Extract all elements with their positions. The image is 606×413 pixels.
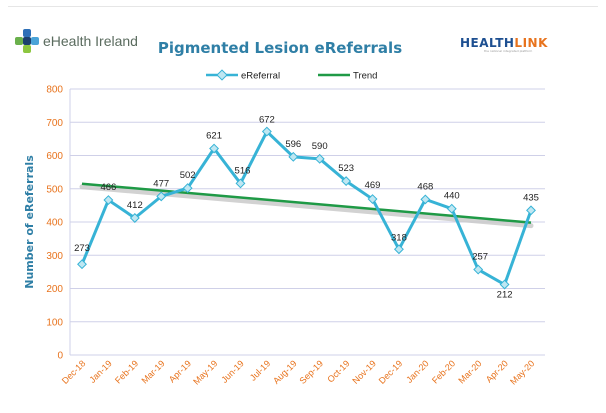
- x-tick-label: May-20: [508, 358, 536, 386]
- data-label-Jul-19: 672: [259, 115, 275, 126]
- y-tick-label: 100: [46, 317, 63, 328]
- y-tick-label: 800: [46, 85, 63, 96]
- data-label-Oct-19: 523: [338, 163, 354, 174]
- x-tick-label: Feb-20: [430, 358, 457, 385]
- x-tick-label: May-19: [191, 358, 219, 386]
- ereferral-line: [80, 130, 533, 287]
- ehealth-logo-text: eHealth Ireland: [43, 33, 138, 49]
- data-label-Dec-18: 273: [74, 243, 90, 254]
- legend-trend-label: Trend: [353, 71, 377, 82]
- x-tick-label: Apr-20: [484, 358, 510, 384]
- x-tick-label: Sep-19: [298, 358, 326, 386]
- data-label-Jan-19: 466: [100, 182, 116, 193]
- ereferral-point-Dec-19: [393, 244, 404, 255]
- healthlink-logo: HEALTHLINK the national integrated platf…: [460, 36, 548, 53]
- ereferral-point-Feb-20: [446, 203, 457, 214]
- x-tick-label: Jan-20: [404, 358, 431, 385]
- data-label-Jun-19: 516: [235, 165, 251, 176]
- data-label-Mar-19: 477: [153, 178, 169, 189]
- gridlines: [69, 88, 545, 356]
- healthlink-tagline: the national integrated platform: [484, 49, 533, 53]
- ereferral-point-Mar-20: [473, 264, 484, 275]
- y-tick-label: 500: [46, 184, 63, 195]
- data-label-Apr-20: 212: [497, 290, 513, 301]
- y-axis-ticks: 0 100 200 300 400 500 600 700 800: [46, 85, 63, 362]
- y-tick-label: 0: [57, 351, 63, 362]
- data-label-Mar-20: 257: [472, 252, 488, 263]
- ereferral-point-Apr-20: [499, 279, 510, 290]
- y-tick-label: 200: [46, 284, 63, 295]
- ereferral-point-Sep-19: [314, 153, 325, 164]
- ereferral-point-Jan-20: [420, 194, 431, 205]
- y-tick-label: 400: [46, 218, 63, 229]
- legend-ereferral-label: eReferral: [241, 71, 280, 82]
- x-tick-label: Jul-19: [248, 358, 272, 382]
- x-tick-label: Dec-19: [377, 358, 405, 386]
- ereferral-point-Mar-19: [156, 191, 167, 202]
- data-label-Nov-19: 469: [365, 180, 381, 191]
- healthlink-logo-part1: HEALTH: [460, 36, 515, 50]
- x-tick-label: Nov-19: [350, 358, 378, 386]
- data-label-Sep-19: 590: [312, 141, 328, 152]
- ehealth-cross-icon: [15, 29, 39, 53]
- ereferral-point-Apr-19: [182, 183, 193, 194]
- x-tick-label: Jun-19: [219, 358, 246, 385]
- legend-ereferral-marker: [216, 69, 228, 81]
- x-tick-label: Mar-19: [139, 358, 166, 385]
- data-label-Aug-19: 596: [285, 139, 301, 150]
- ereferral-point-Jun-19: [235, 178, 246, 189]
- healthlink-logo-part2: LINK: [514, 36, 548, 50]
- top-divider: [8, 6, 598, 7]
- data-label-May-20: 435: [523, 192, 539, 203]
- chart-title: Pigmented Lesion eReferrals: [158, 39, 402, 57]
- data-label-Jan-20: 468: [417, 181, 433, 192]
- data-label-Feb-20: 440: [444, 191, 460, 202]
- trend-line: [81, 182, 532, 224]
- ereferral-point-May-19: [209, 143, 220, 154]
- data-label-May-19: 621: [206, 131, 222, 142]
- data-label-Apr-19: 502: [180, 170, 196, 181]
- data-label-Dec-19: 318: [391, 232, 407, 243]
- x-tick-label: Feb-19: [113, 358, 140, 385]
- x-tick-label: Aug-19: [271, 358, 299, 386]
- ereferral-point-Nov-19: [367, 194, 378, 205]
- ereferral-point-Aug-19: [288, 151, 299, 162]
- data-labels: 273 466 412 477 502 621 516 672 596 590 523 469 318 4…: [74, 115, 539, 301]
- ereferral-point-Dec-18: [77, 259, 87, 270]
- ereferral-point-Oct-19: [341, 176, 352, 187]
- ereferral-point-Jul-19: [261, 126, 272, 137]
- ehealth-ireland-logo: eHealth Ireland: [14, 26, 138, 56]
- ereferral-series: [77, 126, 536, 290]
- ereferral-point-May-20: [526, 205, 536, 216]
- x-tick-label: Oct-19: [325, 358, 351, 384]
- x-tick-label: Dec-18: [60, 358, 88, 386]
- y-tick-label: 700: [46, 118, 63, 129]
- ereferral-point-Jan-19: [103, 195, 114, 206]
- y-axis-label: Number of eReferrals: [23, 155, 36, 289]
- y-tick-label: 300: [46, 251, 63, 262]
- x-tick-label: Mar-20: [456, 358, 483, 385]
- data-label-Feb-19: 412: [127, 200, 143, 211]
- legend: eReferral Trend: [206, 69, 377, 82]
- x-tick-label: Jan-19: [87, 358, 114, 385]
- ereferral-point-Feb-19: [129, 213, 140, 223]
- x-tick-label: Apr-19: [167, 358, 193, 384]
- y-tick-label: 600: [46, 151, 63, 162]
